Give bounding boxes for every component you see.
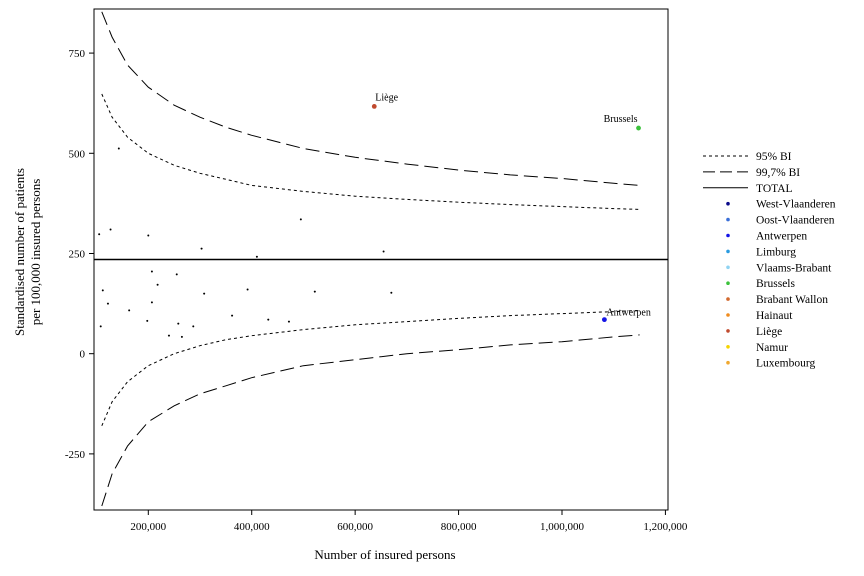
legend-label: Limburg xyxy=(756,246,796,258)
y-axis-title-line-1: Standardised number of patients xyxy=(12,168,27,336)
data-point xyxy=(382,250,385,253)
x-tick-label: 200,000 xyxy=(130,521,166,533)
point-label: Antwerpen xyxy=(606,308,650,319)
legend-label: Namur xyxy=(756,342,788,354)
x-tick-label: 1,200,000 xyxy=(643,521,688,533)
point-liège xyxy=(371,103,377,109)
data-point xyxy=(175,273,178,276)
legend-marker xyxy=(726,329,730,333)
bi997-upper-curve xyxy=(101,11,640,186)
legend-marker xyxy=(726,201,730,206)
data-point xyxy=(167,334,170,337)
data-point xyxy=(101,289,104,292)
legend-label: Oost-Vlaanderen xyxy=(756,215,835,227)
legend-label: West-Vlaanderen xyxy=(756,199,836,211)
legend-label: Vlaams-Brabant xyxy=(756,262,832,274)
legend-label: Brussels xyxy=(756,278,796,290)
data-point xyxy=(180,335,183,338)
y-tick-label: 0 xyxy=(80,349,86,361)
y-axis: -250 0 250 500 750 xyxy=(65,48,94,461)
y-tick-label: 500 xyxy=(69,148,86,160)
x-tick-label: 400,000 xyxy=(234,521,270,533)
legend-marker xyxy=(726,281,730,286)
data-point xyxy=(117,147,120,150)
bi997-lower-curve xyxy=(101,334,640,507)
legend-label: Antwerpen xyxy=(756,231,807,243)
data-point xyxy=(299,218,302,221)
legend-marker xyxy=(726,313,730,317)
legend-marker xyxy=(726,360,730,365)
data-point xyxy=(146,319,149,322)
y-tick-label: -250 xyxy=(65,449,86,461)
x-axis: 200,000 400,000 600,000 800,000 1,000,000 1,2… xyxy=(130,510,688,533)
legend-label: Brabant Wallon xyxy=(756,294,828,306)
data-point xyxy=(150,270,153,273)
legend-label: Liège xyxy=(756,326,782,338)
data-point xyxy=(390,291,393,294)
legend-marker xyxy=(726,233,730,238)
data-point xyxy=(98,233,101,236)
data-point xyxy=(192,325,195,328)
point-brussels xyxy=(636,125,641,131)
legend-label: 99,7% BI xyxy=(756,167,800,179)
data-point xyxy=(99,325,102,328)
legend-label: Hainaut xyxy=(756,310,793,322)
bi95-upper-curve xyxy=(101,93,640,210)
data-point xyxy=(177,322,180,325)
funnel-curves xyxy=(101,11,640,507)
point-label: Liège xyxy=(375,92,398,103)
data-point xyxy=(231,314,234,317)
bi95-lower-curve xyxy=(101,309,640,426)
labeled-points: Liège Brussels Antwerpen xyxy=(371,92,651,323)
legend-marker xyxy=(726,249,730,254)
data-point xyxy=(147,234,150,237)
legend-label: Luxembourg xyxy=(756,358,815,370)
data-point xyxy=(200,247,203,250)
data-point xyxy=(128,309,131,312)
data-point xyxy=(267,318,270,321)
data-point xyxy=(255,255,258,258)
data-point xyxy=(150,301,153,304)
data-point xyxy=(106,302,109,305)
x-axis-title: Number of insured persons xyxy=(314,547,455,562)
y-tick-label: 750 xyxy=(69,48,86,60)
legend-marker xyxy=(726,265,730,270)
data-point xyxy=(246,288,249,291)
legend-marker xyxy=(726,297,730,301)
data-point xyxy=(313,290,316,293)
data-point xyxy=(203,292,206,295)
legend-label: 95% BI xyxy=(756,151,792,163)
y-axis-title: Standardised number of patients per 100,… xyxy=(12,168,43,336)
legend-label: TOTAL xyxy=(756,183,793,195)
y-axis-title-line-2: per 100,000 insured persons xyxy=(28,179,43,326)
data-point xyxy=(287,320,290,323)
data-point xyxy=(156,283,159,286)
x-tick-label: 600,000 xyxy=(337,521,373,533)
data-points xyxy=(98,147,393,338)
data-point xyxy=(109,228,112,231)
x-tick-label: 1,000,000 xyxy=(540,521,585,533)
legend: 95% BI 99,7% BI TOTAL West-Vlaanderen Oost-V… xyxy=(703,151,836,370)
legend-marker xyxy=(726,345,730,349)
y-tick-label: 250 xyxy=(69,248,86,260)
point-label: Brussels xyxy=(604,114,638,125)
legend-marker xyxy=(726,217,730,222)
point-antwerpen xyxy=(601,317,607,323)
x-tick-label: 800,000 xyxy=(441,521,477,533)
